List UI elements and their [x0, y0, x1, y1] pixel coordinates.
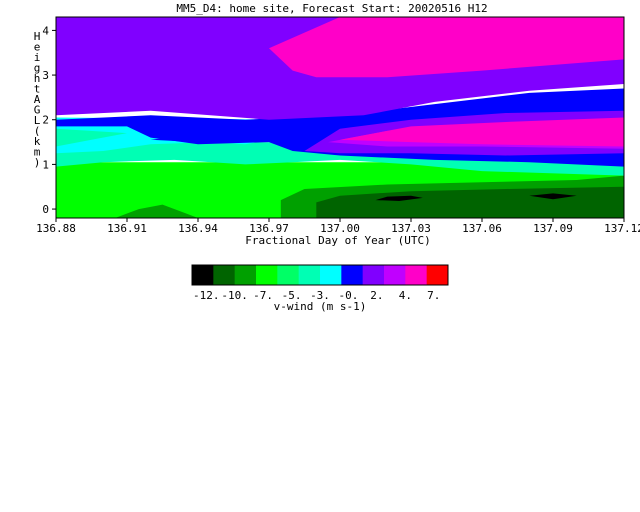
- y-axis-label-char: (: [34, 125, 41, 138]
- x-tick-label: 136.94: [178, 222, 218, 235]
- x-tick-label: 136.91: [107, 222, 147, 235]
- colorbar-label: v-wind (m s-1): [274, 300, 367, 313]
- colorbar-tick-label: -7.: [253, 289, 273, 302]
- colorbar-swatch: [256, 265, 278, 285]
- y-axis-label-char: m: [34, 146, 41, 159]
- colorbar-swatch: [234, 265, 257, 285]
- x-tick-label: 137.03: [391, 222, 431, 235]
- x-axis-label: Fractional Day of Year (UTC): [245, 234, 430, 247]
- contour-region-cyan-tongue: [56, 128, 127, 147]
- x-tick-label: 137.00: [320, 222, 360, 235]
- y-tick-label: 3: [42, 69, 49, 82]
- y-axis-label-char: k: [34, 135, 41, 148]
- contour-region-min-core-2: [529, 193, 577, 200]
- colorbar-swatch: [384, 265, 406, 285]
- y-tick-label: 0: [42, 203, 49, 216]
- colorbar-swatch: [277, 265, 300, 285]
- y-axis-label-char: L: [34, 114, 41, 127]
- x-tick-label: 137.06: [462, 222, 502, 235]
- contour-region-dark-green-bump: [115, 204, 198, 218]
- colorbar-tick-label: -12.: [193, 289, 220, 302]
- colorbar-swatch: [192, 265, 214, 285]
- y-axis-label-char: H: [34, 30, 41, 43]
- y-tick-label: 2: [42, 114, 49, 127]
- colorbar-swatch: [213, 265, 236, 285]
- y-axis-label-char: ): [34, 156, 41, 169]
- y-tick-label: 1: [42, 158, 49, 171]
- chart-title: MM5_D4: home site, Forecast Start: 20020…: [176, 2, 487, 15]
- contour-region-pink-upper: [269, 17, 624, 78]
- colorbar-tick-label: -0.: [339, 289, 359, 302]
- x-tick-label: 137.09: [533, 222, 573, 235]
- colorbar-tick-label: 4.: [399, 289, 412, 302]
- y-axis-label-char: e: [34, 41, 41, 54]
- plot-area: [55, 16, 625, 219]
- colorbar-swatch: [362, 265, 385, 285]
- colorbar-frame: [191, 264, 449, 286]
- colorbar: -12. -10. -7. -5. -3. -0. 2. 4. 7.: [191, 264, 449, 302]
- x-tick-label: 137.12: [604, 222, 640, 235]
- y-axis-label-char: G: [34, 104, 41, 117]
- y-axis: 0 1 2 3 4: [42, 24, 56, 216]
- y-axis-label-char: g: [34, 62, 41, 75]
- y-axis-label-char: h: [34, 72, 41, 85]
- y-axis-label-char: A: [34, 93, 41, 106]
- x-tick-label: 136.88: [36, 222, 76, 235]
- colorbar-swatch: [405, 265, 428, 285]
- contour-region-min-core-1: [375, 195, 423, 201]
- colorbar-swatch: [426, 265, 449, 285]
- contour-region-pink-lower: [340, 117, 624, 147]
- colorbar-tick-label: 7.: [427, 289, 440, 302]
- y-axis-label-char: t: [34, 83, 41, 96]
- colorbar-tick-label: -10.: [221, 289, 248, 302]
- colorbar-tick-label: -3.: [310, 289, 330, 302]
- x-tick-label: 136.97: [249, 222, 289, 235]
- x-axis: 136.88 136.91 136.94 136.97 137.00 137.03 137.…: [36, 218, 640, 235]
- y-axis-label-char: i: [34, 51, 41, 64]
- colorbar-swatch: [320, 265, 342, 285]
- colorbar-tick-label: -5.: [282, 289, 302, 302]
- y-tick-label: 4: [42, 24, 49, 37]
- colorbar-swatch: [341, 265, 364, 285]
- colorbar-swatch: [298, 265, 321, 285]
- colorbar-tick-label: 2.: [370, 289, 383, 302]
- contour-region-blue-lobe: [150, 135, 234, 143]
